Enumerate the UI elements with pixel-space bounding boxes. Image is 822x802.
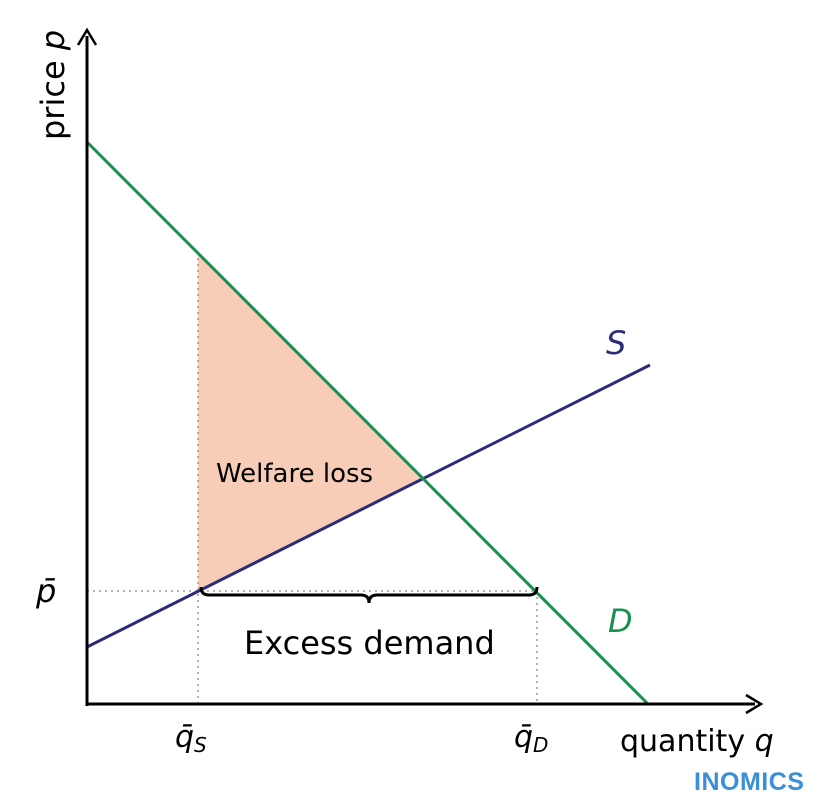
demand-curve — [85, 140, 650, 706]
supply-curve — [86, 363, 651, 649]
price-control-label: p̄ — [35, 572, 56, 610]
y-axis-label: price p — [34, 30, 72, 140]
x-axis-label: quantity q — [620, 724, 774, 759]
x-axis-arrow — [745, 693, 764, 715]
qd-tick-label: q̄D — [514, 720, 548, 757]
y-axis-arrow — [76, 27, 98, 46]
brand-logo: INOMICS — [694, 768, 804, 796]
excess-demand-brace — [199, 586, 539, 604]
qs-tick-label: q̄S — [175, 720, 207, 757]
demand-label: D — [608, 602, 633, 640]
welfare-loss-label: Welfare loss — [216, 459, 373, 489]
supply-label: S — [606, 324, 626, 362]
welfare-loss-area — [198, 252, 424, 591]
excess-demand-label: Excess demand — [244, 624, 495, 662]
